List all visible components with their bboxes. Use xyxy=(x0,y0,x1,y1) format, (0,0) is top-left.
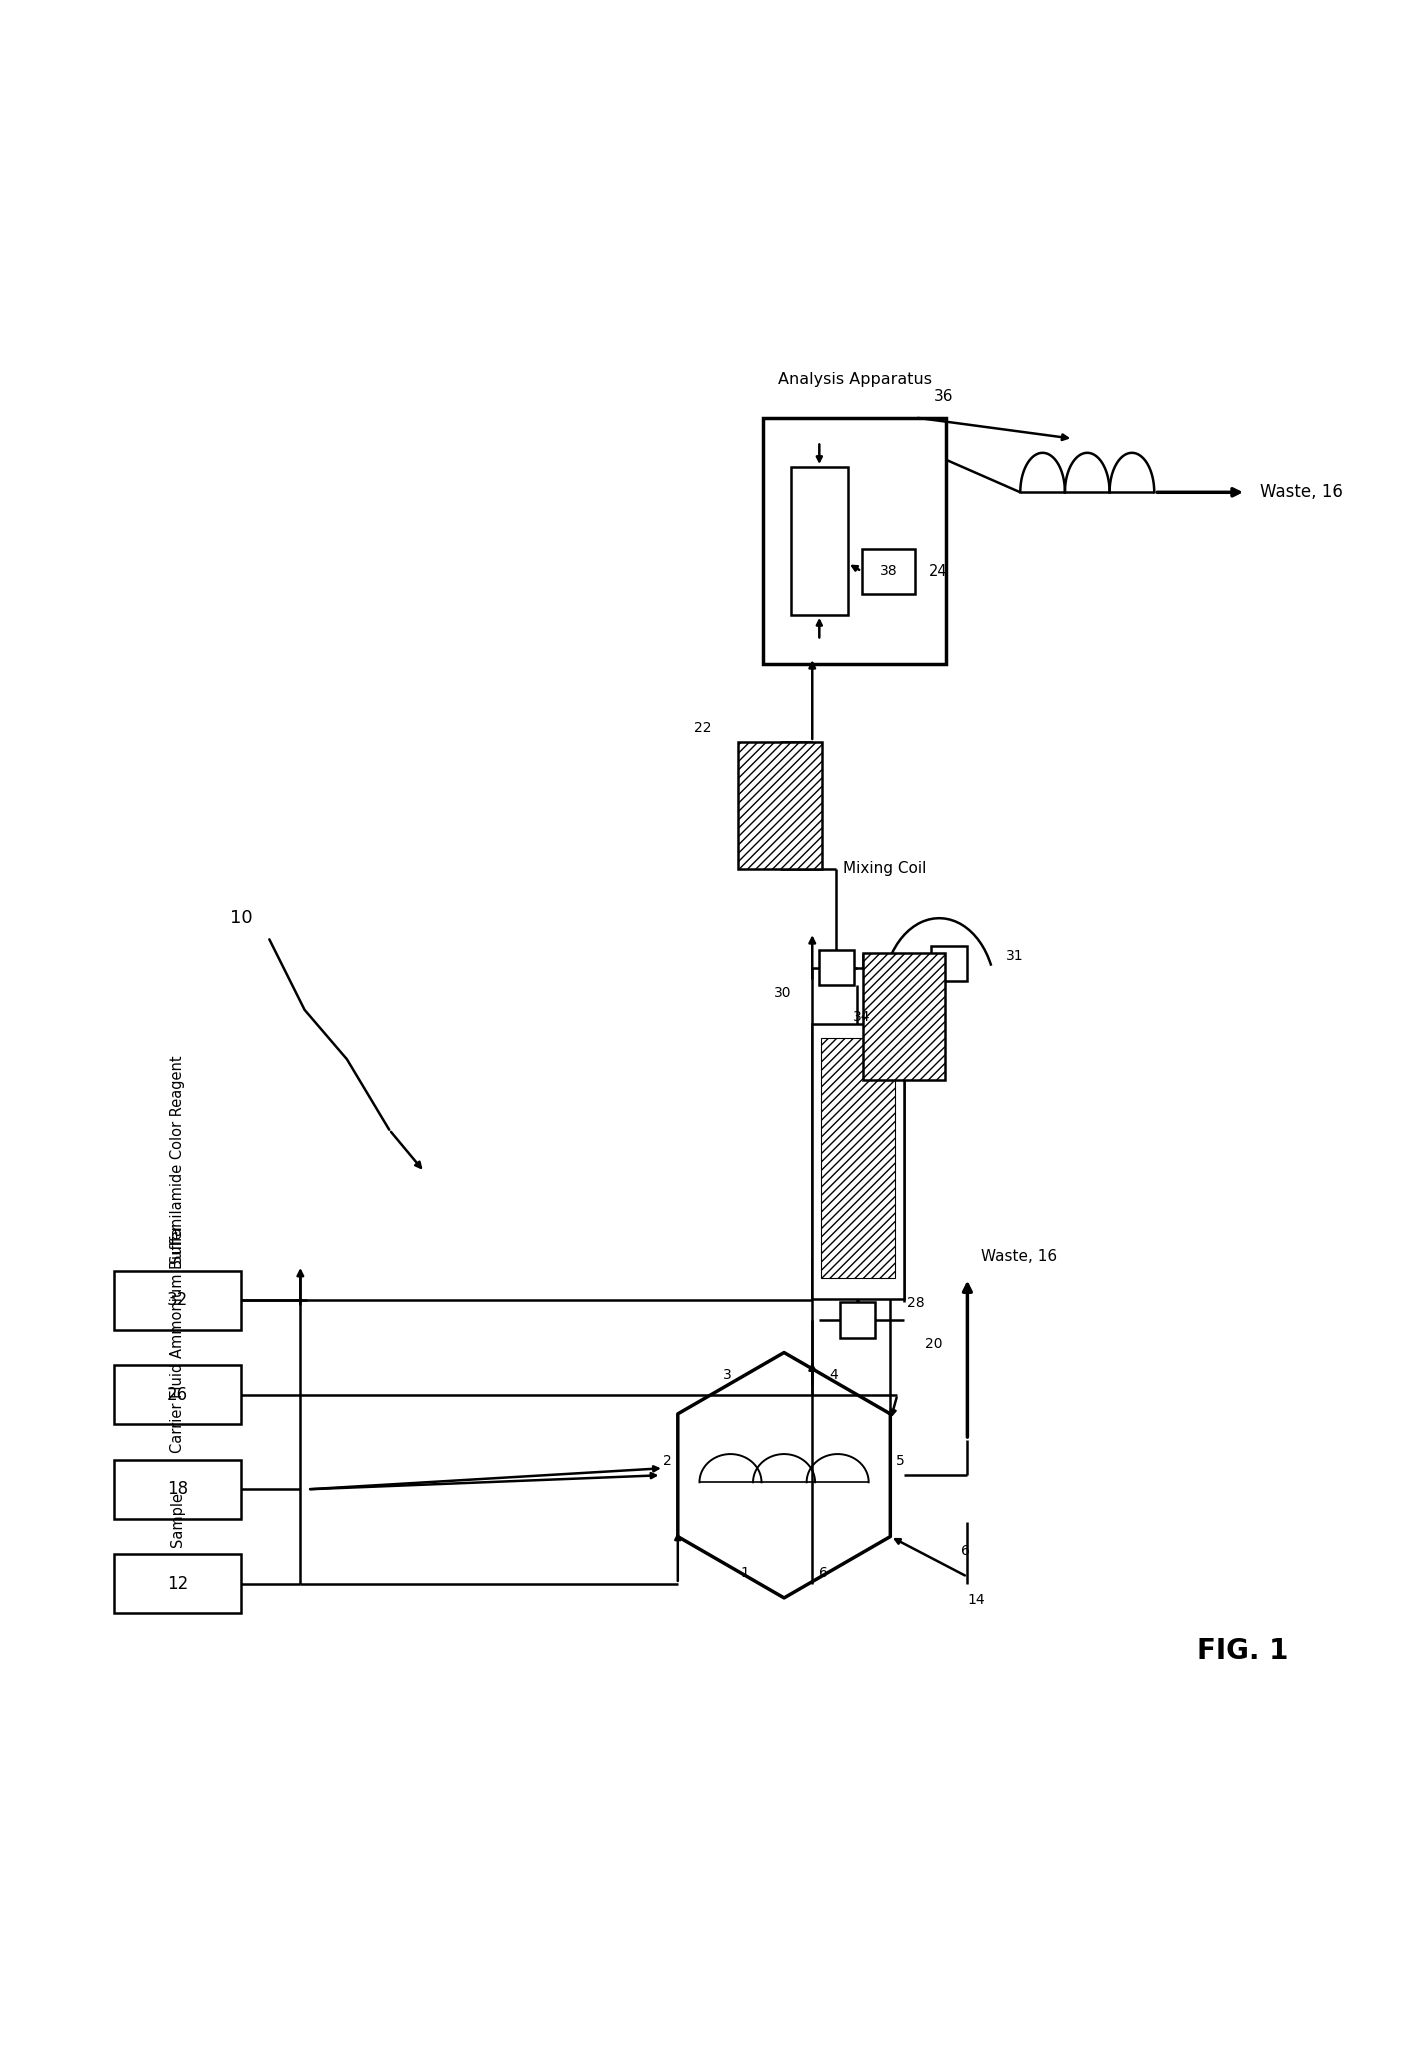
Text: Sample: Sample xyxy=(170,1493,185,1546)
Text: 18: 18 xyxy=(167,1481,188,1499)
Text: Waste, 16: Waste, 16 xyxy=(982,1250,1057,1264)
Text: 26: 26 xyxy=(167,1386,188,1404)
Bar xyxy=(114,1555,242,1612)
Bar xyxy=(114,1270,242,1330)
Text: FIG. 1: FIG. 1 xyxy=(1197,1637,1289,1666)
Text: Analysis Apparatus: Analysis Apparatus xyxy=(777,371,931,386)
Text: 3: 3 xyxy=(723,1367,732,1382)
Text: 6: 6 xyxy=(820,1567,828,1579)
Text: 36: 36 xyxy=(934,390,954,404)
Text: 1: 1 xyxy=(740,1567,749,1579)
Text: Mixing Coil: Mixing Coil xyxy=(844,862,927,876)
Text: 28: 28 xyxy=(907,1297,924,1309)
Text: 6: 6 xyxy=(961,1544,969,1557)
Text: 4: 4 xyxy=(829,1367,838,1382)
Text: 5: 5 xyxy=(896,1454,904,1468)
Text: 20: 20 xyxy=(924,1336,942,1351)
Text: Sulfanilamide Color Reagent: Sulfanilamide Color Reagent xyxy=(170,1056,185,1264)
Bar xyxy=(863,953,945,1080)
Text: 2: 2 xyxy=(663,1454,673,1468)
Bar xyxy=(812,1025,904,1299)
Bar xyxy=(763,417,947,664)
Text: 12: 12 xyxy=(167,1575,188,1592)
Text: 31: 31 xyxy=(1006,949,1023,963)
Bar xyxy=(821,1037,896,1278)
Bar xyxy=(931,946,966,982)
Text: 32: 32 xyxy=(167,1291,188,1309)
Bar xyxy=(114,1365,242,1425)
Bar xyxy=(862,548,916,594)
Text: 34: 34 xyxy=(853,1010,870,1025)
Bar xyxy=(839,1303,875,1338)
Text: 14: 14 xyxy=(968,1594,985,1606)
Bar xyxy=(114,1460,242,1520)
Bar xyxy=(738,742,822,868)
Text: Waste, 16: Waste, 16 xyxy=(1260,483,1342,501)
Text: Carrier Fluid: Carrier Fluid xyxy=(170,1363,185,1452)
Text: 38: 38 xyxy=(880,565,897,577)
Text: 22: 22 xyxy=(694,722,711,734)
Text: 24: 24 xyxy=(930,563,948,579)
Text: 30: 30 xyxy=(774,986,791,1000)
Bar xyxy=(818,951,853,986)
Text: 10: 10 xyxy=(230,909,253,928)
Bar xyxy=(791,466,848,614)
Text: Ammonium Buffer: Ammonium Buffer xyxy=(170,1225,185,1359)
